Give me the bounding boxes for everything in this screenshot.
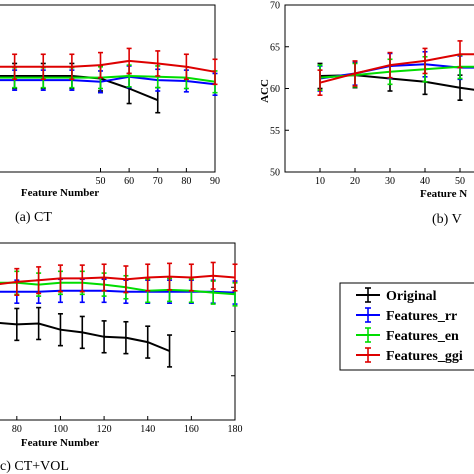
vol-series-original-line xyxy=(319,74,474,91)
vol-ytick-label: 65 xyxy=(270,42,280,53)
ctvol-series-original-line xyxy=(0,322,170,352)
legend-entry-original-label: Original xyxy=(386,289,437,304)
vol-xtick-label: 30 xyxy=(385,176,395,187)
legend-entry-features-en-label: Features_en xyxy=(386,329,459,344)
vol-ytick-label: 60 xyxy=(270,84,280,95)
legend: Original Features_rr Features_en Features_g… xyxy=(339,282,474,371)
ct-plot-area: 50 60 70 80 90 xyxy=(0,4,220,187)
legend-entries: Original Features_rr Features_en Features_g… xyxy=(356,287,463,364)
ctvol-xtick-label: 180 xyxy=(228,424,243,435)
vol-xtick-label: 40 xyxy=(420,176,430,187)
ct-xlabel: Feature Number xyxy=(21,187,99,199)
vol-series-features-ggi-line xyxy=(319,53,474,84)
ct-xtick-label: 60 xyxy=(124,176,134,187)
ct-xtick-label: 70 xyxy=(153,176,163,187)
legend-entry-features-rr-label: Features_rr xyxy=(386,309,457,324)
ctvol-xtick-label: 80 xyxy=(12,424,22,435)
ct-xtick-label: 90 xyxy=(210,176,220,187)
ctvol-caption: c) CT+VOL xyxy=(0,459,69,474)
ctvol-axes-frame xyxy=(0,242,236,421)
ct-axes-frame xyxy=(0,4,216,173)
ctvol-xtick-label: 120 xyxy=(97,424,112,435)
ct-xtick-label: 80 xyxy=(181,176,191,187)
vol-xtick-label: 10 xyxy=(315,176,325,187)
vol-ylabel: ACC xyxy=(259,79,271,103)
ctvol-plot-area: 80 100 120 140 160 180 xyxy=(0,242,243,435)
vol-plot-area: 10 20 30 40 50 50 55 60 65 70 xyxy=(270,1,474,187)
vol-xtick-label: 20 xyxy=(350,176,360,187)
vol-xtick-label: 50 xyxy=(455,176,465,187)
ctvol-xtick-label: 100 xyxy=(53,424,68,435)
legend-box xyxy=(339,282,474,371)
panel-ct: 50 60 70 80 90 Feature Number (a) CT xyxy=(0,4,220,225)
panel-vol: 10 20 30 40 50 50 55 60 65 70 ACC Feature N (b) V xyxy=(259,1,474,227)
vol-xlabel: Feature N xyxy=(420,188,467,200)
vol-caption: (b) V xyxy=(432,212,462,227)
ct-caption: (a) CT xyxy=(15,210,52,225)
vol-axes-frame xyxy=(284,4,474,173)
legend-entry-features-ggi-label: Features_ggi xyxy=(386,349,463,364)
ctvol-series-features-en-line xyxy=(0,281,236,296)
ctvol-xtick-label: 140 xyxy=(140,424,155,435)
ctvol-xtick-label: 160 xyxy=(184,424,199,435)
ct-xtick-label: 50 xyxy=(96,176,106,187)
ctvol-xlabel: Feature Number xyxy=(21,437,99,449)
panel-ctvol: 80 100 120 140 160 180 Feature Number c) CT+V… xyxy=(0,242,243,474)
ctvol-series-features-ggi-line xyxy=(0,274,236,285)
vol-ytick-label: 55 xyxy=(270,126,280,137)
vol-ytick-label: 70 xyxy=(270,1,280,12)
vol-ytick-label: 50 xyxy=(270,168,280,179)
ct-series-features-ggi-line xyxy=(0,59,216,73)
